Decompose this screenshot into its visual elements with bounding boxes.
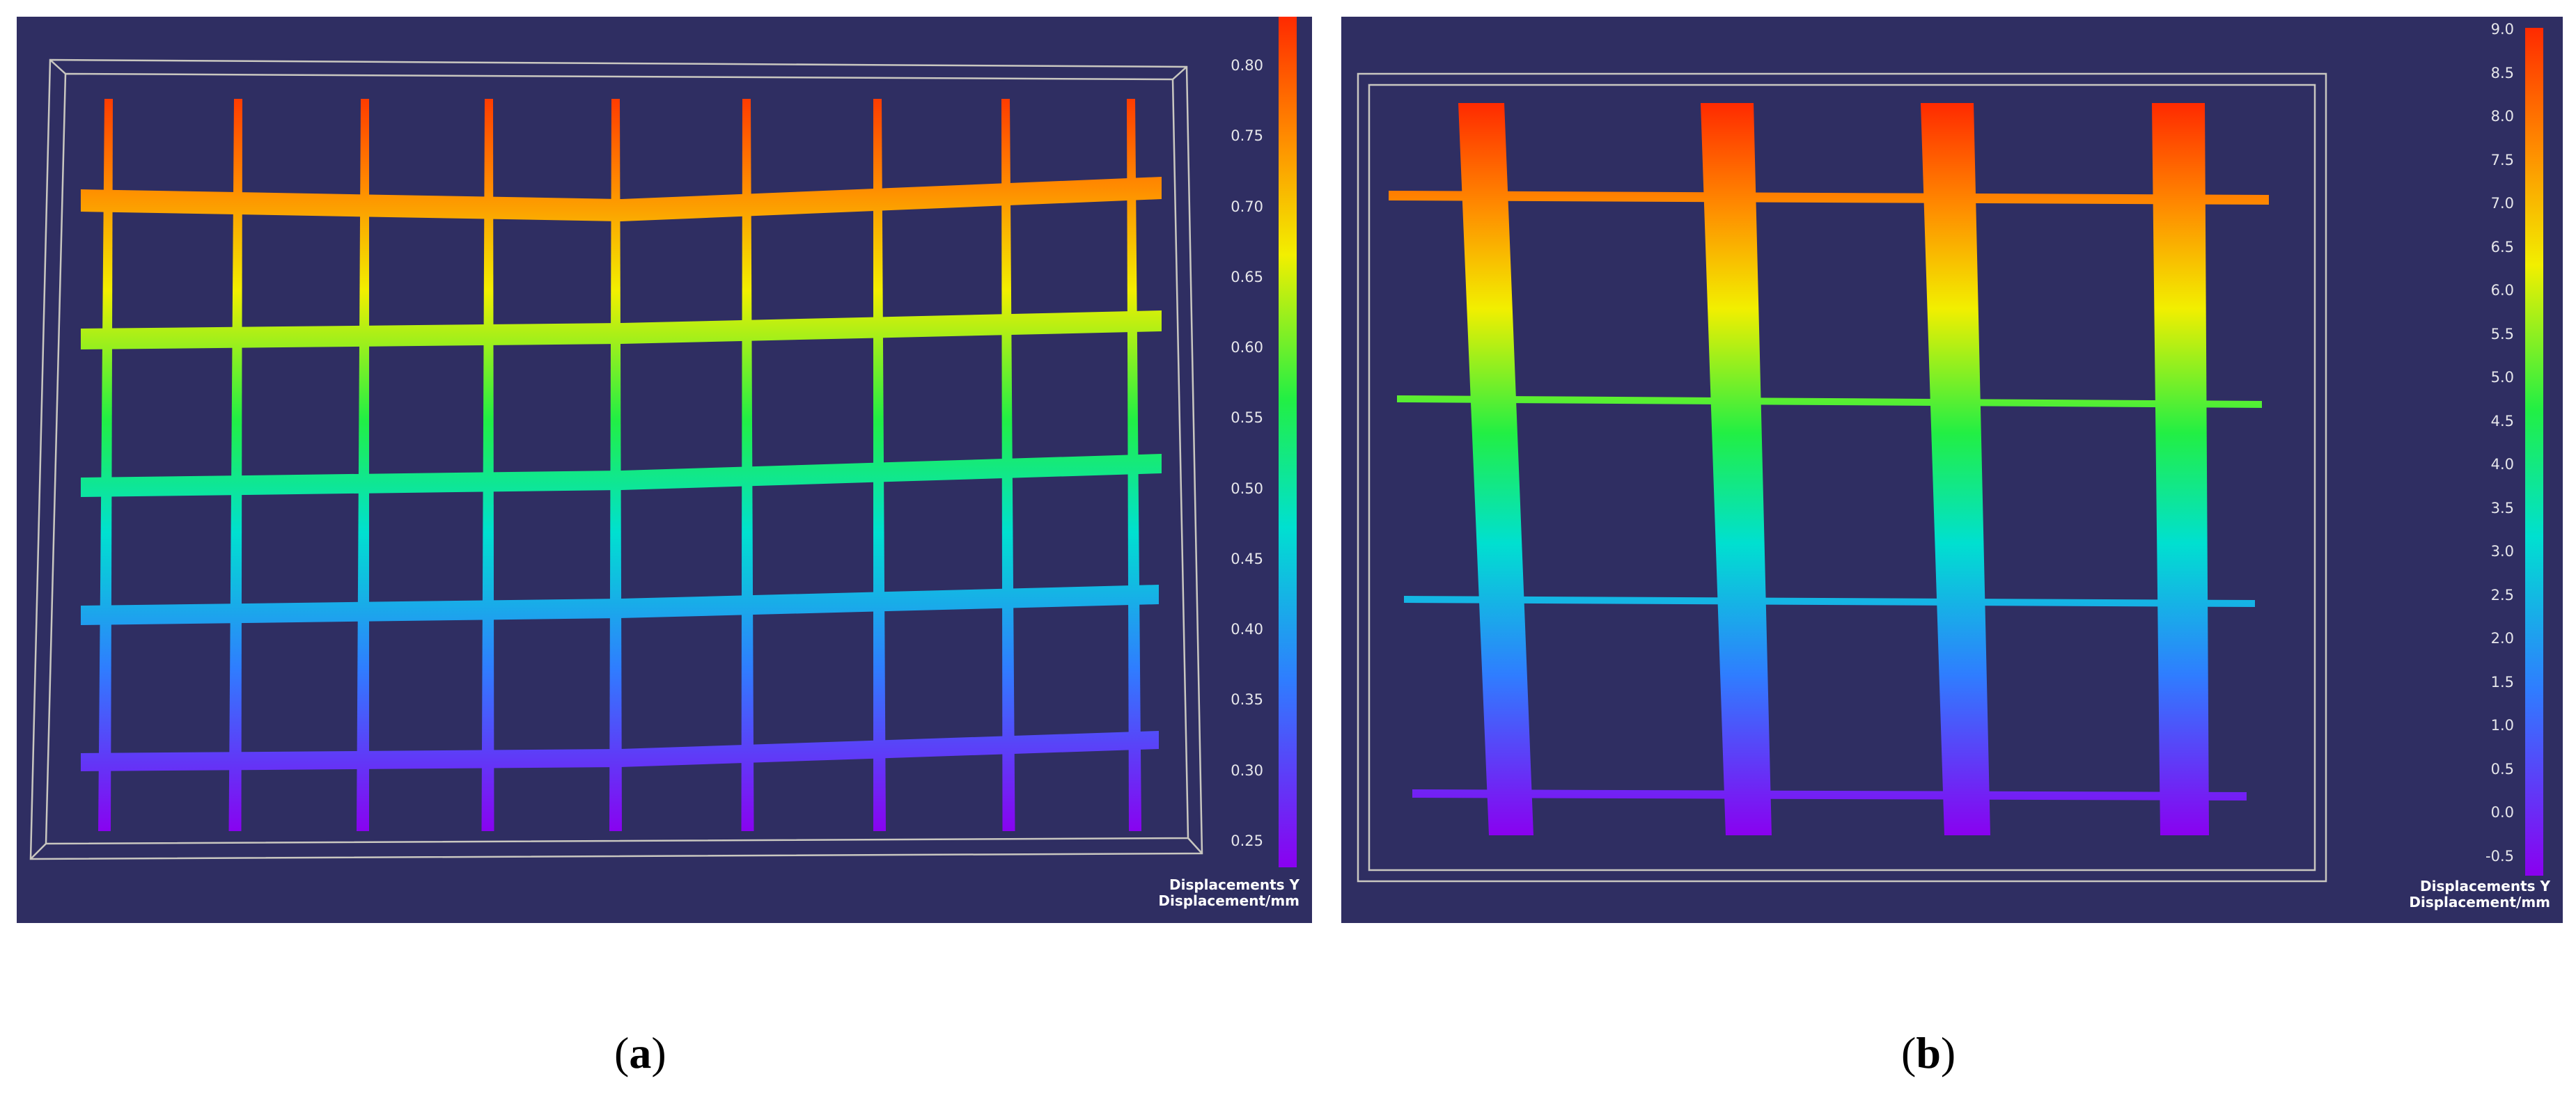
colorbar-b-title: Displacements Y Displacement/mm: [2327, 878, 2550, 910]
colorbar-tick-label: 0.80: [1231, 57, 1263, 74]
horizontal-member: [81, 585, 1159, 625]
colorbar-b: [2525, 28, 2543, 876]
colorbar-tick-label: 7.5: [2490, 151, 2514, 168]
colorbar-tick-label: 1.5: [2490, 673, 2514, 691]
colorbar-tick-label: 4.0: [2490, 456, 2514, 473]
horizontal-member: [1404, 596, 2255, 607]
horizontal-member: [1397, 395, 2262, 408]
horizontal-member: [81, 310, 1162, 349]
vertical-member: [741, 99, 754, 831]
grid-a-contour-plot: [29, 58, 1203, 860]
colorbar-tick-label: 0.45: [1231, 550, 1263, 567]
colorbar-a-title-line: Displacements Y: [1169, 876, 1299, 893]
colorbar-tick-label: 0.30: [1231, 762, 1263, 779]
colorbar-tick-label: 5.5: [2490, 325, 2514, 342]
colorbar-a-subtitle: Displacement/mm: [1158, 892, 1299, 909]
vertical-member: [357, 99, 369, 831]
colorbar-a-title: Displacements Y Displacement/mm: [1077, 877, 1299, 909]
grid-b-contour-plot: [1357, 72, 2327, 883]
colorbar-b-subtitle: Displacement/mm: [2409, 894, 2550, 910]
colorbar-tick-label: 2.0: [2490, 630, 2514, 647]
vertical-member: [1921, 103, 1990, 835]
bounding-frame-corner: [1187, 837, 1203, 854]
bounding-frame-corner: [1172, 66, 1187, 80]
colorbar-tick-label: 8.0: [2490, 108, 2514, 125]
vertical-member: [228, 99, 242, 831]
vertical-member: [1458, 103, 1533, 835]
colorbar-tick-label: 0.60: [1231, 339, 1263, 356]
colorbar-tick-label: 4.5: [2490, 412, 2514, 429]
vertical-member: [2152, 103, 2209, 835]
horizontal-member: [81, 454, 1162, 497]
colorbar-tick-label: 0.75: [1231, 127, 1263, 145]
colorbar-tick-label: 0.40: [1231, 621, 1263, 638]
colorbar-tick-label: 6.5: [2490, 238, 2514, 255]
caption-a-letter: a: [629, 1028, 652, 1078]
vertical-member: [1701, 103, 1772, 835]
colorbar-tick-label: 0.25: [1231, 833, 1263, 849]
colorbar-b-title-line: Displacements Y: [2419, 878, 2550, 894]
horizontal-member: [1412, 789, 2247, 801]
colorbar-tick-label: 0.70: [1231, 198, 1263, 215]
panel-a-displacement-map: 0.80 0.75 0.70 0.65 0.60 0.55 0.50 0.45 0.40 0.35…: [17, 17, 1312, 923]
colorbar-tick-label: 0.0: [2490, 804, 2514, 821]
colorbar-tick-label: -0.5: [2485, 848, 2514, 865]
bounding-frame-corner: [30, 843, 47, 860]
colorbar-tick-label: 3.5: [2490, 499, 2514, 516]
colorbar-tick-label: 0.65: [1231, 268, 1263, 285]
caption-b-letter: b: [1916, 1028, 1941, 1078]
colorbar-tick-label: 0.5: [2490, 760, 2514, 778]
colorbar-tick-label: 3.0: [2490, 543, 2514, 560]
colorbar-tick-label: 6.0: [2490, 282, 2514, 299]
vertical-member: [481, 99, 494, 831]
vertical-member: [98, 99, 113, 831]
horizontal-member: [81, 731, 1159, 771]
bounding-frame-inner: [1368, 84, 2316, 872]
colorbar-tick-label: 7.0: [2490, 195, 2514, 212]
vertical-member: [609, 99, 622, 831]
colorbar-tick-label: 5.0: [2490, 369, 2514, 386]
colorbar-tick-label: 0.50: [1231, 480, 1263, 497]
colorbar-a: [1279, 17, 1297, 867]
colorbar-tick-label: 9.0: [2490, 21, 2514, 38]
colorbar-tick-label: 0.55: [1231, 409, 1263, 427]
grid-members-a: [81, 99, 1162, 831]
caption-a: (a): [614, 1028, 666, 1078]
bounding-frame-corner: [49, 59, 66, 74]
horizontal-member: [1389, 191, 2269, 205]
bounding-frame-outer: [1357, 72, 2327, 883]
colorbar-tick-label: 1.0: [2490, 717, 2514, 734]
caption-b: (b): [1901, 1028, 1956, 1078]
panel-b-displacement-map: 9.0 8.5 8.0 7.5 7.0 6.5 6.0 5.5 5.0 4.5 4.0 3.5 3.0 2…: [1341, 17, 2563, 923]
colorbar-tick-label: 2.5: [2490, 586, 2514, 604]
horizontal-member: [81, 177, 1162, 221]
colorbar-tick-label: 8.5: [2490, 64, 2514, 81]
grid-members-b: [1389, 103, 2269, 835]
colorbar-tick-label: 0.35: [1231, 691, 1263, 709]
